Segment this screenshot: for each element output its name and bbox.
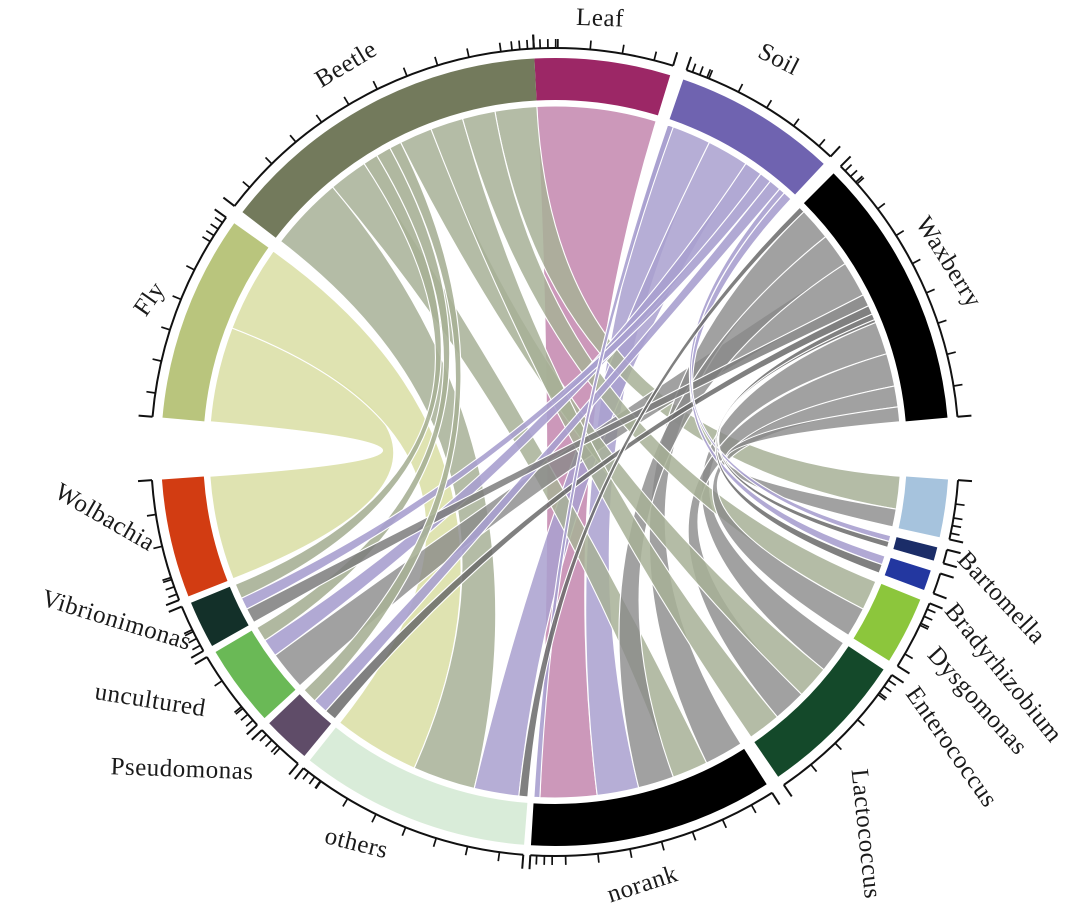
ribbon-Waxberry-norank: [618, 235, 846, 789]
sector-arc-others: [309, 727, 528, 845]
axis-Beetle: [222, 34, 535, 207]
sector-label-others: others: [322, 822, 391, 864]
ribbon-Beetle-uncultured: [256, 147, 451, 642]
sector-arc-Wolbachia: [161, 476, 228, 597]
sector-label-Wolbachia: Wolbachia: [50, 478, 159, 557]
axis-others: [294, 767, 525, 869]
axis-Dysgomonas: [932, 572, 954, 600]
sector-arc-Bartomella: [898, 476, 949, 538]
axis-Bartomella: [948, 479, 973, 544]
sector-arc-Pseudomonas: [269, 694, 332, 757]
sector-arc-Waxberry: [803, 173, 948, 422]
axis-Soil: [685, 56, 841, 158]
ribbon-Soil-Bradyrhizobium: [688, 188, 892, 543]
sector-label-Pseudomonas: Pseudomonas: [110, 753, 254, 785]
axis-Lactococcus: [783, 674, 905, 798]
sector-arc-norank: [530, 748, 767, 847]
axis-uncultured: [194, 656, 258, 736]
sector-label-Waxberry: Waxberry: [910, 212, 987, 313]
ribbon-Waxberry-Bradyrhizobium: [717, 318, 890, 549]
ribbon-Waxberry-others: [518, 206, 805, 798]
sector-label-norank: norank: [604, 860, 681, 908]
ribbons: [209, 105, 901, 799]
ribbon-Waxberry-Vibrionimonas: [245, 294, 870, 624]
sector-arc-uncultured: [215, 630, 296, 719]
ribbon-Waxberry-Pseudomonas: [324, 305, 874, 720]
sector-label-Beetle: Beetle: [310, 36, 381, 94]
sector-label-Lactococcus: Lactococcus: [846, 768, 886, 901]
axis-Fly: [138, 208, 227, 418]
sector-arc-Fly: [162, 223, 269, 422]
ribbon-Waxberry-Lactococcus: [700, 321, 888, 671]
sector-arc-Dysgomonas: [884, 557, 931, 590]
sector-label-uncultured: uncultured: [93, 678, 208, 722]
ribbon-Waxberry-Bartomella: [724, 406, 901, 528]
sector-arc-Bradyrhizobium: [893, 537, 938, 561]
ribbon-Soil-norank: [533, 124, 675, 799]
ribbon-Beetle-Enterococcus: [461, 110, 877, 610]
axis-norank: [528, 791, 781, 870]
axis-Waxberry: [839, 155, 972, 418]
axes: [137, 34, 973, 870]
sector-arc-Soil: [669, 79, 824, 195]
sector-label-Leaf: Leaf: [576, 4, 625, 33]
sector-label-Soil: Soil: [754, 38, 804, 81]
sector-label-Fly: Fly: [128, 277, 170, 321]
ribbon-Beetle-Lactococcus: [430, 117, 779, 738]
sector-arc-Enterococcus: [853, 583, 921, 661]
ribbon-Beetle-Pseudomonas: [303, 141, 462, 702]
axis-Vibrionimonas: [168, 605, 205, 659]
axis-Bradyrhizobium: [942, 548, 961, 569]
axis-Pseudomonas: [251, 729, 299, 776]
sector-arcs: [161, 58, 949, 847]
ribbon-Beetle-Bartomella: [494, 105, 901, 510]
sector-arc-Vibrionimonas: [190, 586, 249, 647]
sector-arc-Leaf: [534, 58, 671, 116]
axis-Wolbachia: [137, 479, 181, 607]
sector-arc-Beetle: [242, 58, 537, 238]
sector-arc-Lactococcus: [754, 646, 884, 777]
axis-Enterococcus: [896, 602, 943, 675]
